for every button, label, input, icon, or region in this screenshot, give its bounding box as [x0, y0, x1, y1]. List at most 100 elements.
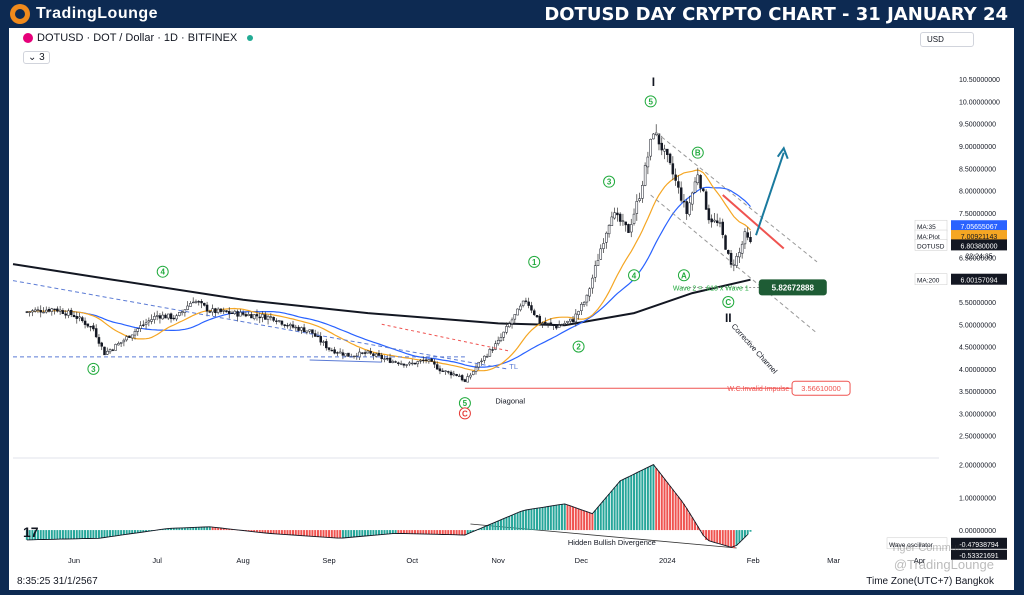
candle-body	[374, 353, 378, 357]
oscillator-bar	[192, 527, 195, 531]
oscillator-bar	[480, 527, 483, 531]
candle-body	[546, 322, 550, 325]
oscillator-bar	[522, 510, 525, 531]
candle-body	[693, 181, 697, 193]
oscillator-bar	[117, 530, 120, 536]
oscillator-bar	[109, 530, 112, 537]
candle-body	[416, 361, 420, 365]
candle-body	[499, 337, 503, 342]
candle-body	[169, 313, 173, 320]
candle-body	[549, 322, 553, 325]
oscillator-bar	[106, 530, 109, 538]
candle-body	[505, 326, 508, 333]
candle-body	[333, 349, 336, 354]
oscillator-bar	[405, 530, 408, 534]
symbol-info-bar[interactable]: DOTUSD · DOT / Dollar · 1D · BITFINEX	[23, 32, 254, 44]
indicator-toggle-button[interactable]: ⌄ 3	[23, 51, 50, 64]
candle-body	[569, 318, 572, 322]
candle-body	[513, 314, 517, 320]
candle-body	[657, 133, 661, 145]
candle-body	[164, 314, 167, 319]
candle-body	[663, 148, 666, 152]
oscillator-bar	[181, 527, 184, 531]
y-tick-label: 9.50000000	[959, 122, 996, 129]
annotation-hidden-divergence: Hidden Bullish Divergence	[568, 538, 656, 547]
chart-area[interactable]: 10.50000000 10.00000000 9.50000000 9.000000…	[9, 28, 1014, 590]
oscillator-bar	[602, 500, 605, 531]
oscillator-bar	[414, 530, 417, 534]
oscillator-bar	[214, 527, 217, 531]
oscillator-bar	[183, 527, 186, 531]
oscillator-bar	[72, 530, 75, 539]
candle-body	[125, 336, 128, 341]
candle-body	[668, 153, 672, 164]
wave-label: 5	[648, 97, 653, 106]
countdown-timer: 22:24:35	[965, 253, 992, 260]
candle-body	[119, 341, 123, 344]
annotation-invalid-impulse: W.C.Invalid Impulse	[727, 386, 789, 393]
candle-body	[624, 221, 627, 226]
candle-body	[485, 356, 489, 358]
wave-label-circle	[603, 175, 616, 188]
oscillator-bar	[61, 530, 64, 540]
oscillator-bar	[269, 530, 272, 534]
y-tick-label: 2.50000000	[959, 434, 996, 441]
price-chart-svg[interactable]: 10.5000000010.000000009.500000009.000000…	[9, 28, 1014, 590]
x-tick-label: 2024	[659, 556, 676, 565]
candle-body	[646, 156, 650, 168]
candle-body	[491, 349, 494, 351]
candle-body	[372, 353, 375, 356]
candle-body	[327, 347, 331, 350]
candle-body	[607, 225, 611, 235]
oscillator-bar	[463, 530, 466, 535]
candle-body	[391, 360, 395, 363]
oscillator-bar	[78, 530, 81, 539]
oscillator-bar	[45, 530, 48, 540]
timezone-selector[interactable]: Time Zone(UTC+7) Bangkok	[866, 576, 994, 587]
candle-body	[397, 362, 400, 365]
oscillator-bar	[488, 524, 491, 531]
candle-body	[45, 309, 48, 313]
oscillator-bar	[39, 530, 42, 540]
value-tag-name: MA:35	[917, 224, 936, 231]
candle-body	[361, 352, 364, 354]
candle-body	[471, 371, 475, 375]
diagonal-upper-line	[381, 323, 510, 352]
oscillator-bar	[574, 507, 577, 531]
candle-body	[236, 311, 239, 317]
oscillator-bar	[200, 527, 203, 531]
oscillator-bar	[355, 530, 358, 537]
wave-label-circle	[677, 269, 690, 282]
oscillator-bar	[555, 505, 558, 531]
candle-body	[469, 374, 472, 378]
candle-body	[336, 352, 339, 354]
candle-body	[269, 316, 273, 318]
currency-selector[interactable]: USD	[920, 32, 974, 47]
candle-body	[707, 208, 711, 221]
oscillator-bar	[264, 530, 267, 534]
candle-body	[483, 355, 486, 361]
candle-body	[67, 310, 70, 316]
candle-body	[433, 361, 436, 365]
candle-body	[538, 315, 542, 324]
candle-body	[488, 349, 492, 357]
candle-body	[122, 339, 126, 343]
candle-body	[50, 308, 54, 312]
oscillator-bar	[685, 508, 688, 531]
oscillator-bar	[660, 475, 663, 531]
candle-body	[435, 364, 439, 370]
oscillator-bar	[175, 528, 178, 531]
oscillator-bar	[222, 528, 225, 531]
candle-body	[638, 198, 641, 201]
candle-body	[42, 311, 45, 314]
candle-body	[535, 315, 539, 318]
candle-body	[621, 220, 625, 222]
oscillator-bar	[707, 530, 710, 541]
candle-body	[660, 142, 664, 151]
oscillator-bar	[735, 530, 738, 546]
oscillator-bar	[142, 530, 145, 532]
oscillator-bar	[746, 530, 749, 535]
oscillator-bar	[289, 530, 292, 535]
oscillator-bar	[718, 530, 721, 544]
candle-body	[72, 314, 76, 317]
